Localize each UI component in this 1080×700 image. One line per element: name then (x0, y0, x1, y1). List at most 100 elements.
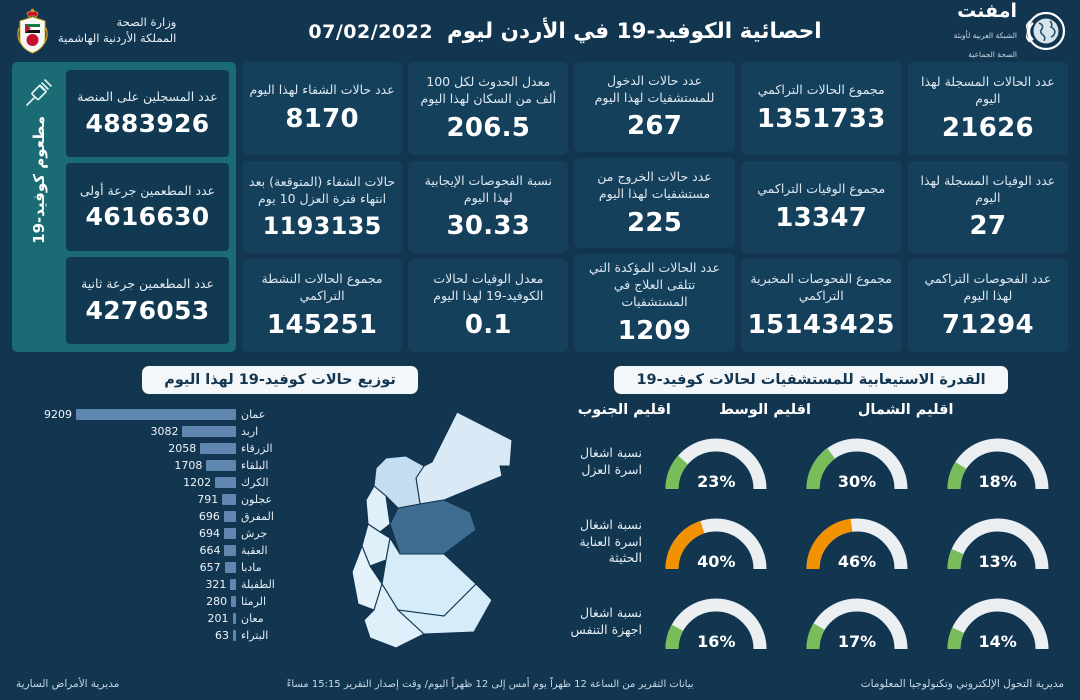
bar-track: 201 (12, 612, 236, 625)
stat-column-rates: معدل الحدوث لكل 100 ألف من السكان لهذا ا… (408, 62, 569, 353)
jordan-coat-of-arms-icon (14, 8, 51, 55)
gauge-cell: 40% (646, 511, 787, 573)
gauge-row-ventilators: 14% 17% 16% نسبة اشغال اجهزة التنفس (554, 582, 1068, 662)
gauge-row-label: نسبة اشغال اسرة العناية الحثيثة (579, 516, 642, 566)
bar-row: البلقاء 1708 (12, 457, 297, 473)
gauge-south-isolation: 18% (939, 431, 1057, 493)
gauge-north-ventilator: 16% (657, 591, 775, 653)
stat-column-recovery: عدد حالات الشفاء لهذا اليوم 8170 حالات ا… (241, 62, 403, 353)
stat-card: مجموع الحالات النشطة التراكمي 145251 (241, 259, 403, 353)
amf-name: امفنت (957, 0, 1017, 23)
bar-row: اربد 3082 (12, 423, 297, 439)
bar-label: جرش (241, 526, 268, 540)
gauge-row-label: نسبة اشغال اجهزة التنفس (570, 605, 642, 637)
stat-card: مجموع الفحوصات المخبرية التراكمي 1514342… (740, 259, 902, 353)
vaccination-vertical-label: مطعوم كوفيد-19 (29, 116, 48, 244)
gauge-north-icu: 40% (657, 511, 775, 573)
bar-fill (76, 408, 236, 420)
bar-value: 1202 (183, 475, 212, 489)
statistics-grid: عدد الحالات المسجلة لهذا اليوم 21626 عدد… (0, 62, 1080, 353)
bar-row: البتراء 63 (12, 627, 297, 643)
vaccination-card: عدد المطعمين جرعة ثانية 4276053 (65, 256, 229, 344)
stat-label: عدد المطعمين جرعة ثانية (81, 275, 214, 291)
bar-fill (223, 510, 236, 522)
vaccination-panel: عدد المسجلين على المنصة 4883926 عدد المط… (11, 62, 236, 352)
gauges-section-title: القدرة الاستيعابية للمستشفيات لحالات كوف… (614, 366, 1008, 394)
footer-left: مديرية التحول الإلكتروني وتكنولوجيا المع… (860, 678, 1064, 690)
lower-body: اقليم الشمال اقليم الوسط اقليم الجنوب 18… (0, 394, 1080, 662)
region-header-south: اقليم الجنوب (577, 402, 671, 418)
bar-label: المفرق (241, 509, 274, 523)
bar-row: الزرقاء 2058 (12, 440, 297, 456)
bar-value: 1708 (174, 458, 203, 472)
gauge-cell: 14% (927, 591, 1068, 653)
amf-logo-text: امفنت الشبكة العربية لأوبئة الصحة الجماع… (954, 0, 1017, 61)
gauge-value: 13% (978, 552, 1017, 571)
stat-label: مجموع الوفيات التراكمي (757, 181, 886, 197)
bar-value: 3082 (150, 424, 179, 438)
bar-label: الطفيلة (241, 577, 275, 591)
gauge-cell: 30% (787, 431, 928, 493)
amf-sub2: الصحة الجماعية (968, 50, 1017, 60)
bar-fill (200, 442, 236, 454)
gauge-cell: 46% (787, 511, 928, 573)
gauge-row-icu-beds: 13% 46% 40% نسبة اشغال اسرة العناية الحث… (554, 502, 1068, 582)
bar-fill (233, 629, 236, 641)
bar-label: الزرقاء (241, 441, 273, 455)
stat-value: 0.1 (464, 310, 512, 341)
stat-value: 4883926 (85, 109, 210, 139)
gauge-value: 14% (978, 632, 1017, 651)
region-header-central: اقليم الوسط (718, 402, 811, 418)
footer-center: بيانات التقرير من الساعة 12 ظهراً يوم أم… (286, 678, 694, 690)
gauge-value: 17% (837, 632, 877, 651)
stat-label: عدد حالات الخروج من مستشفيات لهذا اليوم (597, 168, 712, 201)
bar-row: العقبة 664 (12, 542, 297, 558)
amf-logo-block: امفنت الشبكة العربية لأوبئة الصحة الجماع… (954, 0, 1066, 61)
stat-label: عدد المسجلين على المنصة (77, 89, 218, 105)
stat-card: عدد الفحوصات التراكمي لهذا اليوم 71294 (907, 259, 1068, 353)
bar-fill (182, 425, 236, 437)
gauge-cell: 23% (646, 431, 787, 493)
vaccination-card: عدد المسجلين على المنصة 4883926 (65, 70, 229, 158)
stat-card: مجموع الوفيات التراكمي 13347 (740, 160, 902, 254)
bar-value: 280 (206, 594, 228, 608)
ministry-name: وزارة الصحة (116, 15, 177, 30)
bar-label: الكرك (241, 475, 269, 489)
stat-card: عدد الحالات المؤكدة التي تتلقى العلاج في… (574, 254, 735, 352)
bar-value: 321 (205, 577, 227, 591)
stat-value: 206.5 (446, 112, 531, 143)
bar-track: 1708 (12, 459, 236, 472)
stat-value: 71294 (941, 310, 1034, 341)
stat-label: عدد حالات الشفاء لهذا اليوم (249, 82, 395, 98)
gauge-cell: 17% (787, 591, 928, 653)
bar-label: اربد (241, 424, 259, 438)
bar-value: 657 (199, 560, 221, 574)
bar-fill (230, 578, 236, 590)
stat-value: 145251 (266, 310, 378, 341)
vaccination-cards: عدد المسجلين على المنصة 4883926 عدد المط… (65, 70, 229, 344)
stat-label: نسبة الفحوصات الإيجابية لهذا اليوم (424, 172, 552, 205)
stat-card: مجموع الحالات التراكمي 1351733 (740, 62, 902, 155)
gauge-cell: 13% (927, 511, 1068, 573)
bar-row: عمان 9209 (12, 406, 297, 422)
kingdom-name: المملكة الأردنية الهاشمية (58, 31, 177, 45)
stat-value: 4276053 (85, 295, 210, 325)
stat-column-cumulative: مجموع الحالات التراكمي 1351733 مجموع الو… (740, 62, 902, 353)
case-distribution-panel: عمان 9209 اربد 3082 الزرقاء 2058 (12, 402, 548, 662)
stat-card: عدد الوفيات المسجلة لهذا اليوم 27 (907, 160, 1068, 254)
bar-fill (223, 527, 236, 539)
stat-label: عدد الحالات المؤكدة التي تتلقى العلاج في… (589, 260, 721, 310)
gauges-title-wrap: القدرة الاستيعابية للمستشفيات لحالات كوف… (554, 366, 1068, 394)
globe-icon (1024, 11, 1066, 51)
bar-value: 696 (198, 509, 220, 523)
gauge-value: 30% (837, 472, 877, 491)
region-header-north: اقليم الشمال (857, 402, 954, 418)
bar-track: 1202 (12, 476, 236, 489)
bar-row: المفرق 696 (12, 508, 297, 524)
bar-row: الرمثا 280 (12, 593, 297, 609)
ministry-logo-block: وزارة الصحة المملكة الأردنية الهاشمية (14, 8, 176, 55)
stat-label: معدل الحدوث لكل 100 ألف من السكان لهذا ا… (420, 73, 557, 106)
bar-label: البلقاء (241, 458, 269, 472)
bar-fill (215, 476, 236, 488)
gauge-row-isolation-beds: 18% 30% 23% نسبة اشغال اسرة العزل (554, 422, 1068, 502)
